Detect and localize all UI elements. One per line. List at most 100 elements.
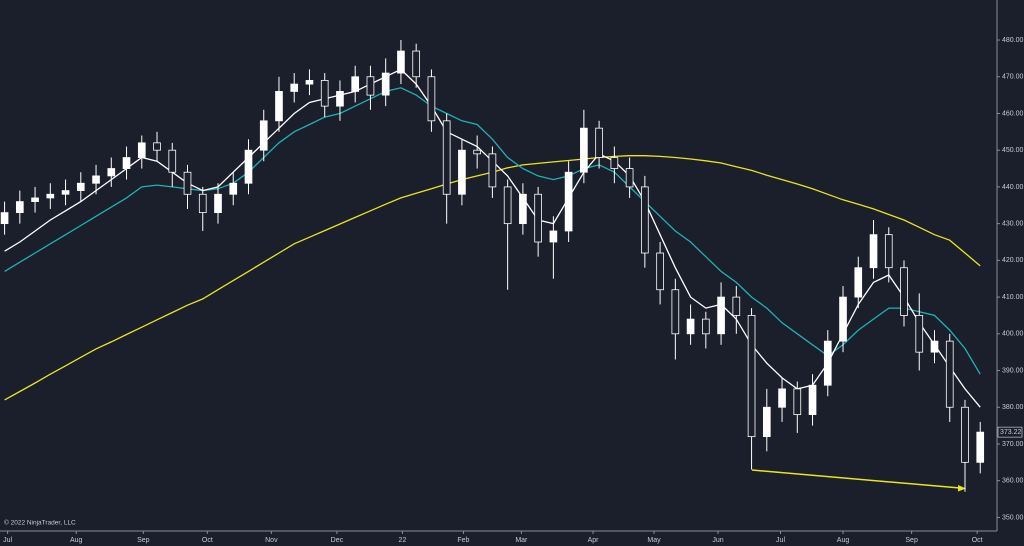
candle-body — [580, 127, 588, 173]
moving-average — [4, 87, 981, 375]
x-tick-label: Sep — [905, 537, 918, 544]
candle-body — [839, 296, 847, 342]
x-tick-label: Jul — [776, 537, 785, 544]
y-tick-label: 460.00 — [1002, 110, 1024, 117]
y-tick-label: 450.00 — [1002, 147, 1024, 154]
candle-body — [701, 318, 710, 335]
x-tick-label: Aug — [70, 537, 83, 544]
candle-body — [153, 142, 161, 151]
last-price-box — [997, 426, 1023, 438]
y-tick-label: 470.00 — [1002, 74, 1024, 81]
x-tick-label: Feb — [457, 537, 469, 544]
candle-body — [305, 80, 314, 85]
candle-body — [244, 149, 253, 184]
x-tick-label: Nov — [265, 537, 278, 544]
candle-body — [808, 384, 817, 415]
y-tick-label: 360.00 — [1002, 478, 1024, 485]
candle-body — [595, 127, 603, 158]
candle-body — [198, 193, 207, 214]
y-tick-label: 440.00 — [1002, 184, 1024, 191]
candle-body — [259, 120, 268, 151]
y-tick-label: 400.00 — [1002, 331, 1024, 338]
candle-body — [900, 267, 908, 316]
last-price-label: 373.22 — [1000, 429, 1022, 436]
candle-body — [15, 201, 24, 214]
candle-body — [671, 289, 680, 335]
x-tick-label: Aug — [837, 537, 850, 544]
candle-body — [503, 186, 512, 225]
candle-body — [76, 182, 85, 191]
candle-body — [686, 318, 695, 335]
x-tick-label: Oct — [972, 537, 983, 544]
candle-body — [961, 406, 969, 463]
candle-body — [46, 193, 55, 199]
candle-body — [625, 168, 634, 188]
x-tick-label: Jun — [712, 537, 723, 544]
candle-body — [107, 168, 116, 177]
x-tick-label: Sep — [137, 537, 150, 544]
candle-body — [275, 91, 283, 122]
candle-body — [397, 50, 405, 74]
candle-body — [183, 171, 192, 195]
candle-body — [320, 80, 329, 107]
candle-body — [381, 72, 390, 96]
y-tick-label: 390.00 — [1002, 367, 1024, 374]
candle-body — [61, 190, 70, 195]
y-tick-label: 430.00 — [1002, 220, 1024, 227]
candle-body — [732, 296, 741, 316]
candle-body — [930, 340, 939, 353]
candle-body — [168, 149, 177, 173]
candle-body — [823, 340, 832, 386]
candle-body — [915, 315, 924, 353]
candle-body — [31, 197, 39, 203]
candle-body — [519, 193, 527, 225]
candle-body — [0, 212, 9, 225]
candle-body — [137, 142, 146, 158]
candle-body — [442, 120, 451, 195]
x-tick-label: Mar — [515, 537, 528, 544]
x-tick-label: Dec — [331, 537, 344, 544]
x-tick-label: Apr — [588, 537, 600, 544]
candle-body — [351, 76, 360, 92]
y-tick-label: 420.00 — [1002, 257, 1024, 264]
y-tick-label: 480.00 — [1002, 37, 1024, 44]
candle-body — [610, 157, 619, 169]
candle-body — [458, 149, 466, 195]
credit: © 2022 NinjaTrader, LLC — [4, 519, 76, 527]
y-tick-label: 350.00 — [1002, 514, 1024, 521]
candle-body — [564, 171, 573, 232]
candle-body — [229, 182, 238, 195]
x-tick-label: Jul — [3, 537, 12, 544]
candle-body — [336, 91, 344, 107]
candle-body — [869, 234, 878, 269]
candle-body — [290, 83, 299, 92]
candle-body — [793, 388, 802, 415]
candle-body — [762, 406, 771, 438]
y-tick-label: 380.00 — [1002, 404, 1024, 411]
y-tick-label: 410.00 — [1002, 294, 1024, 301]
x-tick-label: 22 — [399, 537, 407, 544]
candle-body — [473, 149, 481, 155]
candle-body — [488, 153, 497, 188]
y-tick-label: 370.00 — [1002, 441, 1024, 448]
candle-body — [976, 431, 985, 463]
candle-body — [427, 76, 436, 122]
candle-body — [366, 76, 375, 96]
candle-body — [92, 175, 100, 184]
annotation-arrow — [751, 469, 961, 489]
candle-body — [549, 230, 558, 243]
candle-body — [884, 234, 893, 269]
candle-body — [945, 340, 954, 408]
candle-body — [656, 252, 664, 291]
arrow-head — [958, 485, 966, 492]
candle-body — [854, 267, 863, 298]
candle-body — [214, 193, 222, 214]
candle-body — [534, 193, 542, 243]
candle-body — [412, 50, 421, 78]
candle-body — [122, 157, 131, 169]
x-tick-label: May — [647, 537, 661, 544]
candle-body — [641, 186, 649, 254]
candle-body — [747, 315, 756, 438]
